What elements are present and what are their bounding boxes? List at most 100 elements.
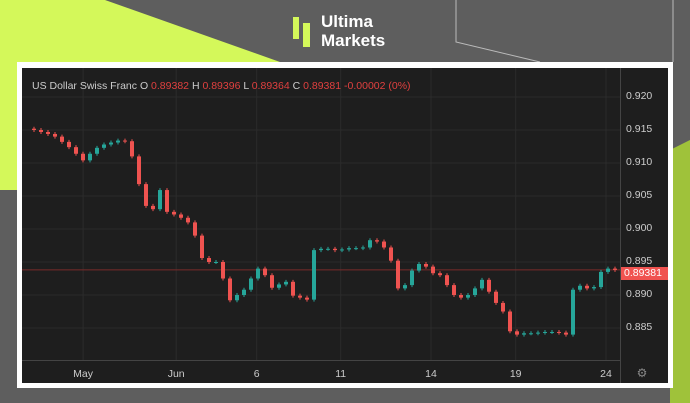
candle-body xyxy=(298,295,302,298)
low-value: 0.89364 xyxy=(251,80,290,92)
candle-body xyxy=(193,222,197,236)
y-tick-label: 0.895 xyxy=(626,255,652,267)
candle-body xyxy=(179,214,183,218)
candle-body xyxy=(88,153,92,161)
candle-body xyxy=(403,285,407,289)
candle-body xyxy=(130,141,134,157)
candle-body xyxy=(144,184,148,206)
candle-body xyxy=(200,235,204,259)
candle-body xyxy=(340,249,344,251)
x-tick-label: 24 xyxy=(600,368,612,380)
candle-body xyxy=(32,128,36,130)
y-tick-label: 0.900 xyxy=(626,222,652,234)
brand-line1: Ultima xyxy=(321,12,373,31)
x-tick-label: 11 xyxy=(335,368,346,380)
open-value: 0.89382 xyxy=(151,80,190,92)
candle-body xyxy=(116,140,120,143)
candle-body xyxy=(354,248,358,250)
change-value: -0.00002 (0%) xyxy=(344,80,411,92)
candle-body xyxy=(207,258,211,262)
y-tick-label: 0.915 xyxy=(626,123,652,135)
ohlc-legend: US Dollar Swiss Franc O 0.89382 H 0.8939… xyxy=(32,80,411,93)
candle-body xyxy=(221,262,225,279)
candle-body xyxy=(95,147,99,154)
candle-body xyxy=(396,260,400,289)
candle-body xyxy=(214,262,218,263)
high-label: H xyxy=(191,80,200,92)
high-value: 0.89396 xyxy=(202,80,241,92)
candle-body xyxy=(256,268,260,279)
candle-body xyxy=(564,332,568,335)
candle-body xyxy=(270,275,274,288)
gear-icon[interactable]: ⚙ xyxy=(637,366,648,380)
candle-body xyxy=(529,333,533,335)
candle-body xyxy=(375,240,379,242)
candle-body xyxy=(592,287,596,289)
candle-body xyxy=(46,131,50,134)
candle-body xyxy=(389,247,393,261)
candle-body xyxy=(165,190,169,212)
candle-body xyxy=(361,247,365,249)
low-label: L xyxy=(243,80,249,92)
candle-body xyxy=(410,270,414,286)
candle-body xyxy=(186,217,190,223)
candle-body xyxy=(74,147,78,154)
y-tick-label: 0.905 xyxy=(626,189,652,201)
candle-body xyxy=(585,285,589,289)
candle-body xyxy=(599,271,603,288)
candle-body xyxy=(39,130,43,132)
candle-body xyxy=(487,279,491,292)
ultima-logo-icon xyxy=(293,17,310,47)
symbol-name: US Dollar Swiss Franc xyxy=(32,80,138,92)
candle-body xyxy=(305,297,309,300)
last-price-tag: 0.89381 xyxy=(621,267,668,280)
close-value: 0.89381 xyxy=(303,80,342,92)
candle-body xyxy=(473,288,477,295)
candle-body xyxy=(242,289,246,295)
x-tick-label: 6 xyxy=(254,368,260,380)
candle-body xyxy=(543,331,547,333)
candle-body xyxy=(368,240,372,248)
candle-body xyxy=(613,268,617,270)
close-label: C xyxy=(292,80,301,92)
candle-body xyxy=(347,248,351,250)
candle-body xyxy=(438,273,442,276)
x-tick-label: 19 xyxy=(510,368,522,380)
y-tick-label: 0.920 xyxy=(626,90,652,102)
candle-body xyxy=(102,144,106,148)
x-tick-label: Jun xyxy=(168,368,185,380)
candle-body xyxy=(137,156,141,185)
candle-body xyxy=(536,332,540,334)
candle-body xyxy=(277,284,281,288)
candle-body xyxy=(228,278,232,301)
candle-body xyxy=(158,190,162,210)
candle-body xyxy=(578,285,582,290)
candle-body xyxy=(319,248,323,251)
candle-body xyxy=(284,281,288,285)
candle-body xyxy=(123,140,127,142)
candle-body xyxy=(312,250,316,300)
candle-body xyxy=(480,279,484,289)
candle-body xyxy=(60,136,64,142)
candle-body xyxy=(606,268,610,272)
y-tick-label: 0.890 xyxy=(626,288,652,300)
lime-triangle xyxy=(0,0,280,190)
candle-body xyxy=(522,333,526,335)
candle-body xyxy=(81,153,85,161)
candle-body xyxy=(235,295,239,301)
candle-body xyxy=(550,331,554,333)
candle-body xyxy=(382,241,386,248)
candle-body xyxy=(494,291,498,303)
lime-stripe xyxy=(670,140,690,403)
outline-decoration xyxy=(455,0,541,63)
candle-body xyxy=(151,205,155,210)
brand-logo: Ultima Markets xyxy=(293,12,385,50)
price-chart[interactable]: 0.920 0.915 0.910 0.905 0.900 0.895 0.890 0.885… xyxy=(22,68,668,383)
candle-body xyxy=(557,331,561,333)
candle-body xyxy=(466,295,470,298)
candlestick-plot[interactable]: 0.920 0.915 0.910 0.905 0.900 0.895 0.890 0.885… xyxy=(22,68,668,383)
candle-body xyxy=(67,141,71,148)
candle-body xyxy=(424,263,428,267)
candle-body xyxy=(263,268,267,276)
candle-body xyxy=(109,142,113,145)
